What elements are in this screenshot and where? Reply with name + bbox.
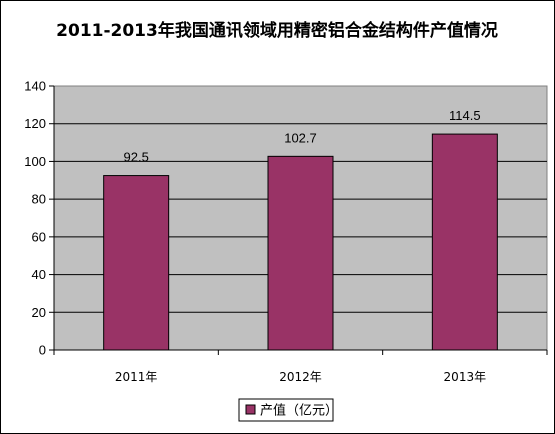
bar xyxy=(431,133,498,351)
legend: 产值（亿元） xyxy=(238,398,338,422)
legend-label: 产值（亿元） xyxy=(260,403,338,419)
y-tick-label: 20 xyxy=(32,305,46,320)
bar xyxy=(103,175,170,351)
x-category-label: 2012年 xyxy=(279,370,322,384)
x-category-label: 2013年 xyxy=(444,370,487,384)
data-label: 114.5 xyxy=(449,108,481,123)
chart-title: 2011-2013年我国通讯领域用精密铝合金结构件产值情况 xyxy=(56,20,498,41)
y-tick-label: 0 xyxy=(39,343,46,358)
legend-swatch xyxy=(245,404,256,415)
data-labels: 92.5 102.7 114.5 xyxy=(124,108,481,164)
legend-box xyxy=(238,398,334,422)
y-axis-ticks: 0 20 40 60 80 100 120 140 xyxy=(24,79,54,358)
x-axis-categories: 2011年 2012年 2013年 xyxy=(53,350,548,384)
data-label: 102.7 xyxy=(284,130,317,145)
data-label: 92.5 xyxy=(124,150,149,165)
y-tick-label: 60 xyxy=(32,229,46,244)
y-tick-label: 40 xyxy=(32,267,46,282)
y-tick-label: 120 xyxy=(24,116,46,131)
y-tick-label: 140 xyxy=(24,79,46,94)
bar xyxy=(267,155,334,351)
y-tick-label: 100 xyxy=(24,154,46,169)
y-tick-label: 80 xyxy=(32,192,46,207)
x-category-label: 2011年 xyxy=(115,370,158,384)
